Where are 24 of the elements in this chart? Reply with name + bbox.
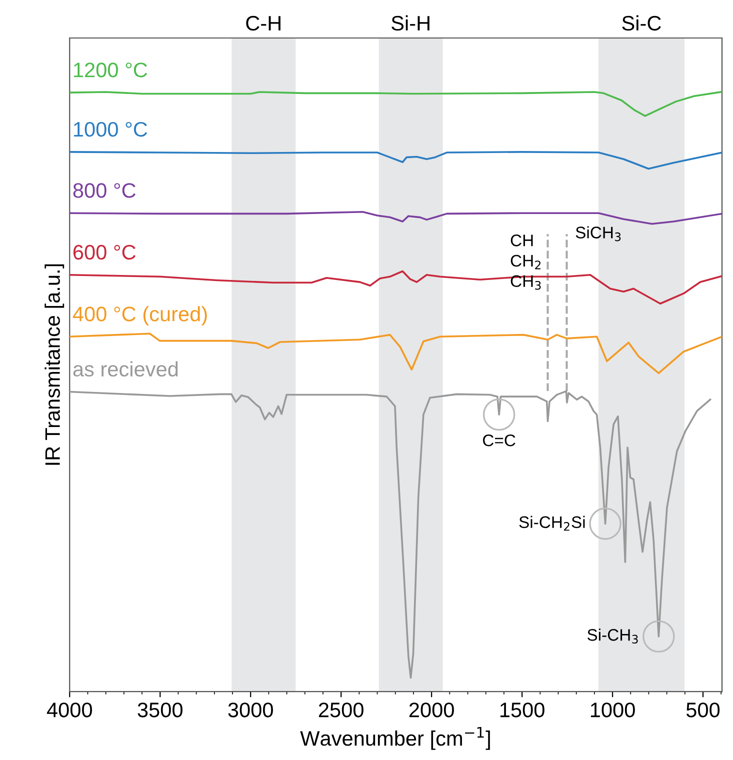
series-label: 1200 °C [74,62,148,78]
band-label: Si-C [622,15,661,31]
series-label: as recieved [73,361,178,377]
x-axis-title: Wavenumber [cm$^{−1}$] [300,726,490,750]
series-label: 800 °C [73,183,136,198]
x-tick-label: 500 [686,702,720,718]
annotation: Si-CH$_{2}$Si [519,516,585,531]
x-tick-label: 1500 [500,702,544,718]
band-label: C-H [246,16,280,31]
x-tick-label: 2500 [318,702,364,718]
x-tick-label: 4000 [46,702,92,718]
y-axis-title: IR Transmitance [a.u.] [44,264,64,465]
annotation: C=C [483,434,516,446]
band-label: Si-H [392,15,430,31]
ref-line-label: CH CH$_{2}$ CH$_{3}$ [510,234,541,290]
series-label: 600 °C [73,244,136,260]
x-tick-label: 2000 [409,702,454,718]
x-tick-label: 3500 [138,702,182,718]
series-label: 1000 °C [74,122,148,137]
ref-line-label: SiCH$_{3}$ [576,226,621,242]
series-label: 400 °C (cured) [72,306,207,326]
x-tick-label: 3000 [228,702,273,718]
annotation: Si-CH$_{3}$ [587,628,638,644]
x-tick-label: 1000 [590,702,635,718]
